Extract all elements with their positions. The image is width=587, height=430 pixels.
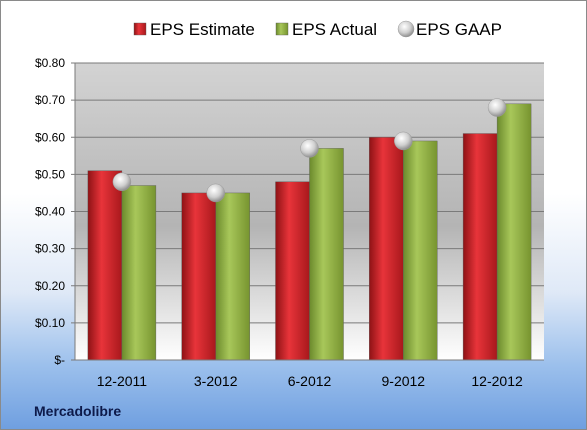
bar-eps-estimate (181, 192, 216, 361)
y-tick-label: $0.40 (35, 205, 65, 219)
point-eps-gaap (300, 139, 319, 158)
legend-swatch (275, 22, 289, 36)
company-label: Mercadolibre (34, 403, 122, 419)
point-eps-gaap (112, 172, 132, 192)
point-eps-gaap (206, 183, 225, 203)
bar-eps-actual (403, 140, 438, 361)
x-tick-label: 6-2012 (288, 373, 332, 389)
y-tick-label: $- (54, 353, 65, 367)
bar-eps-actual (496, 103, 532, 361)
y-tick-label: $0.60 (35, 130, 65, 144)
y-tick-label: $0.70 (35, 93, 65, 107)
x-tick-label: 3-2012 (194, 373, 238, 389)
bar-eps-actual (121, 185, 157, 361)
y-tick-label: $0.50 (35, 167, 65, 181)
y-tick-label: $0.20 (35, 279, 65, 293)
legend-swatch (133, 22, 147, 36)
bar-eps-estimate (87, 170, 123, 361)
x-tick-label: 12-2012 (471, 373, 523, 389)
x-tick-label: 12-2011 (97, 373, 148, 389)
point-eps-gaap (394, 131, 413, 151)
legend-label: EPS Actual (292, 20, 377, 39)
bar-eps-actual (309, 148, 344, 361)
y-tick-label: $0.10 (35, 316, 65, 330)
y-tick-label: $0.30 (35, 242, 65, 256)
legend-label: EPS GAAP (416, 20, 502, 39)
legend: EPS Estimate EPS Actual EPS GAAP (133, 20, 502, 39)
y-axis: $- $0.10 $0.20 $0.30 $0.40 $0.50 $0.60 $0.70 $0.… (35, 56, 76, 367)
point-eps-gaap (487, 98, 507, 117)
bar-eps-estimate (369, 137, 404, 361)
bar-eps-estimate (462, 133, 498, 361)
x-tick-label: 9-2012 (382, 373, 426, 389)
bars (87, 103, 532, 361)
legend-swatch (397, 20, 415, 38)
bar-eps-estimate (275, 181, 310, 361)
bar-eps-actual (215, 192, 250, 361)
y-tick-label: $0.80 (35, 56, 65, 70)
legend-label: EPS Estimate (150, 20, 255, 39)
x-axis: 12-2011 3-2012 6-2012 9-2012 12-2012 (75, 359, 544, 389)
gaap-points (112, 98, 507, 203)
